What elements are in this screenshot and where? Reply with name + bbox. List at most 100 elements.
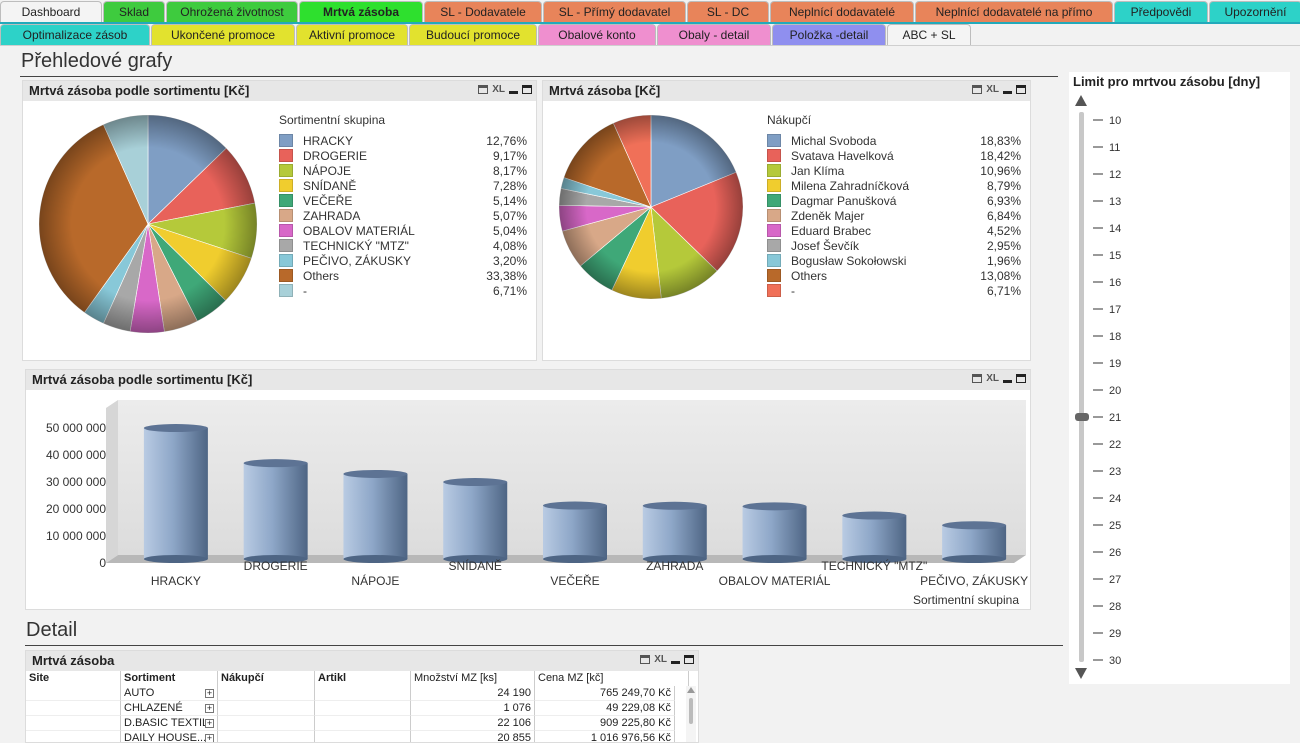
legend-item[interactable]: ZAHRADA 5,07% [279,208,527,223]
bar-6[interactable] [742,502,807,563]
legend-item[interactable]: Others 33,38% [279,268,527,283]
column-header[interactable]: Sortiment [121,671,218,686]
tab-sl-dodavatele[interactable]: SL - Dodavatele [424,1,542,22]
tab-obalov-konto[interactable]: Obalové konto [538,24,656,45]
minimize-icon[interactable] [671,661,680,664]
legend-item[interactable]: VEČEŘE 5,14% [279,193,527,208]
x-tick-label: ZAHRADA [646,559,703,573]
tab-aktivn-promoce[interactable]: Aktivní promoce [296,24,408,45]
excel-export-icon[interactable]: XL [986,84,999,95]
legend-value: 2,95% [986,238,1021,253]
legend-label: OBALOV MATERIÁL [303,223,415,238]
bar-0[interactable] [143,424,208,563]
slider-up-arrow-icon[interactable] [1075,95,1087,106]
column-header[interactable]: Artikl [315,671,411,686]
expand-icon[interactable]: + [205,703,214,713]
legend-item[interactable]: NÁPOJE 8,17% [279,163,527,178]
table-scrollbar[interactable] [686,686,696,742]
bar-4[interactable] [543,501,607,563]
legend-item[interactable]: Svatava Havelková 18,42% [767,148,1021,163]
x-tick-label: VEČEŘE [550,573,599,588]
table-row[interactable]: CHLAZENÉ + [121,701,218,716]
legend-item[interactable]: TECHNICKÝ "MTZ" 4,08% [279,238,527,253]
bar-5[interactable] [642,501,707,563]
tab-budouc-promoce[interactable]: Budoucí promoce [409,24,537,45]
legend-item[interactable]: DROGERIE 9,17% [279,148,527,163]
column-header[interactable]: Nákupčí [218,671,315,686]
tab-abc-sl[interactable]: ABC + SL [887,24,971,45]
slider-tick-label: 16 [1109,277,1121,289]
tab-optimalizace-z-sob[interactable]: Optimalizace zásob [0,24,150,45]
legend-item[interactable]: Jan Klíma 10,96% [767,163,1021,178]
maximize-icon[interactable] [522,85,532,94]
tab-obaly-detail[interactable]: Obaly - detail [657,24,771,45]
excel-export-icon[interactable]: XL [986,373,999,384]
limit-slider[interactable]: 10 11 12 13 14 15 16 17 18 19 20 21 22 23 24 25 26 27 28 29… [1069,92,1290,684]
tab-dashboard[interactable]: Dashboard [0,1,102,22]
printer-icon[interactable] [640,655,651,664]
maximize-icon[interactable] [684,655,694,664]
minimize-icon[interactable] [1003,380,1012,383]
bar-1[interactable] [243,459,308,563]
legend-item[interactable]: Eduard Brabec 4,52% [767,223,1021,238]
scrollbar-thumb[interactable] [689,698,693,724]
column-header[interactable]: Site [26,671,121,686]
legend-item[interactable]: Dagmar Panušková 6,93% [767,193,1021,208]
table-row[interactable]: D.BASIC TEXTIL + [121,716,218,731]
printer-icon[interactable] [972,85,983,94]
bar-8[interactable] [942,521,1007,563]
legend-value: 18,42% [980,148,1021,163]
table-row[interactable]: DAILY HOUSE... + [121,731,218,743]
table-cell-empty [315,731,411,742]
legend-label: Milena Zahradníčková [791,178,910,193]
tab-upozorn-n-[interactable]: Upozornění [1209,1,1300,22]
maximize-icon[interactable] [1016,374,1026,383]
legend-item[interactable]: - 6,71% [279,283,527,298]
expand-icon[interactable]: + [205,688,214,698]
tab-ukon-en-promoce[interactable]: Ukončené promoce [151,24,295,45]
tab-nepln-c-dodavatel-[interactable]: Neplnící dodavatelé [770,1,914,22]
tab-sl-dc[interactable]: SL - DC [687,1,769,22]
tab-polo-ka-detail[interactable]: Položka -detail [772,24,886,45]
slider-handle[interactable] [1075,413,1089,421]
table-row[interactable]: AUTO + [121,686,218,701]
column-header[interactable]: Cena MZ [kč] [535,671,689,686]
maximize-icon[interactable] [1016,85,1026,94]
legend-item[interactable]: - 6,71% [767,283,1021,298]
legend-item[interactable]: Josef Ševčík 2,95% [767,238,1021,253]
tab-sklad[interactable]: Sklad [103,1,165,22]
legend-swatch [767,194,781,207]
printer-icon[interactable] [478,85,489,94]
bar-7[interactable] [842,511,907,563]
legend-item[interactable]: PEČIVO, ZÁKUSKY 3,20% [279,253,527,268]
bar-2[interactable] [343,469,408,563]
bar-3[interactable] [443,478,508,563]
legend-item[interactable]: Others 13,08% [767,268,1021,283]
legend-item[interactable]: HRACKY 12,76% [279,133,527,148]
excel-export-icon[interactable]: XL [492,84,505,95]
tab-p-edpov-di[interactable]: Předpovědi [1114,1,1208,22]
legend-item[interactable]: Milena Zahradníčková 8,79% [767,178,1021,193]
column-header[interactable]: Množství MZ [ks] [411,671,535,686]
expand-icon[interactable]: + [205,733,214,743]
scroll-up-icon[interactable] [687,687,695,693]
legend-item[interactable]: OBALOV MATERIÁL 5,04% [279,223,527,238]
tab-nepln-c-dodavatel-na-p-mo[interactable]: Neplnící dodavatelé na přímo [915,1,1113,22]
tab-mrtv-z-soba[interactable]: Mrtvá zásoba [299,1,423,23]
minimize-icon[interactable] [1003,91,1012,94]
legend-item[interactable]: Zdeněk Majer 6,84% [767,208,1021,223]
legend-item[interactable]: Bogusław Sokołowski 1,96% [767,253,1021,268]
legend-label: Svatava Havelková [791,148,894,163]
slider-down-arrow-icon[interactable] [1075,668,1087,679]
minimize-icon[interactable] [509,91,518,94]
tab-ohro-en-ivotnost[interactable]: Ohrožená životnost [166,1,298,22]
excel-export-icon[interactable]: XL [654,654,667,665]
legend-item[interactable]: Michal Svoboda 18,83% [767,133,1021,148]
legend-swatch [767,239,781,252]
legend-value: 3,20% [492,253,527,268]
printer-icon[interactable] [972,374,983,383]
table-cell-price: 1 016 976,56 Kč [535,731,675,742]
legend-item[interactable]: SNÍDANĚ 7,28% [279,178,527,193]
tab-sl-p-m-dodavatel[interactable]: SL - Přímý dodavatel [543,1,686,22]
expand-icon[interactable]: + [205,718,214,728]
